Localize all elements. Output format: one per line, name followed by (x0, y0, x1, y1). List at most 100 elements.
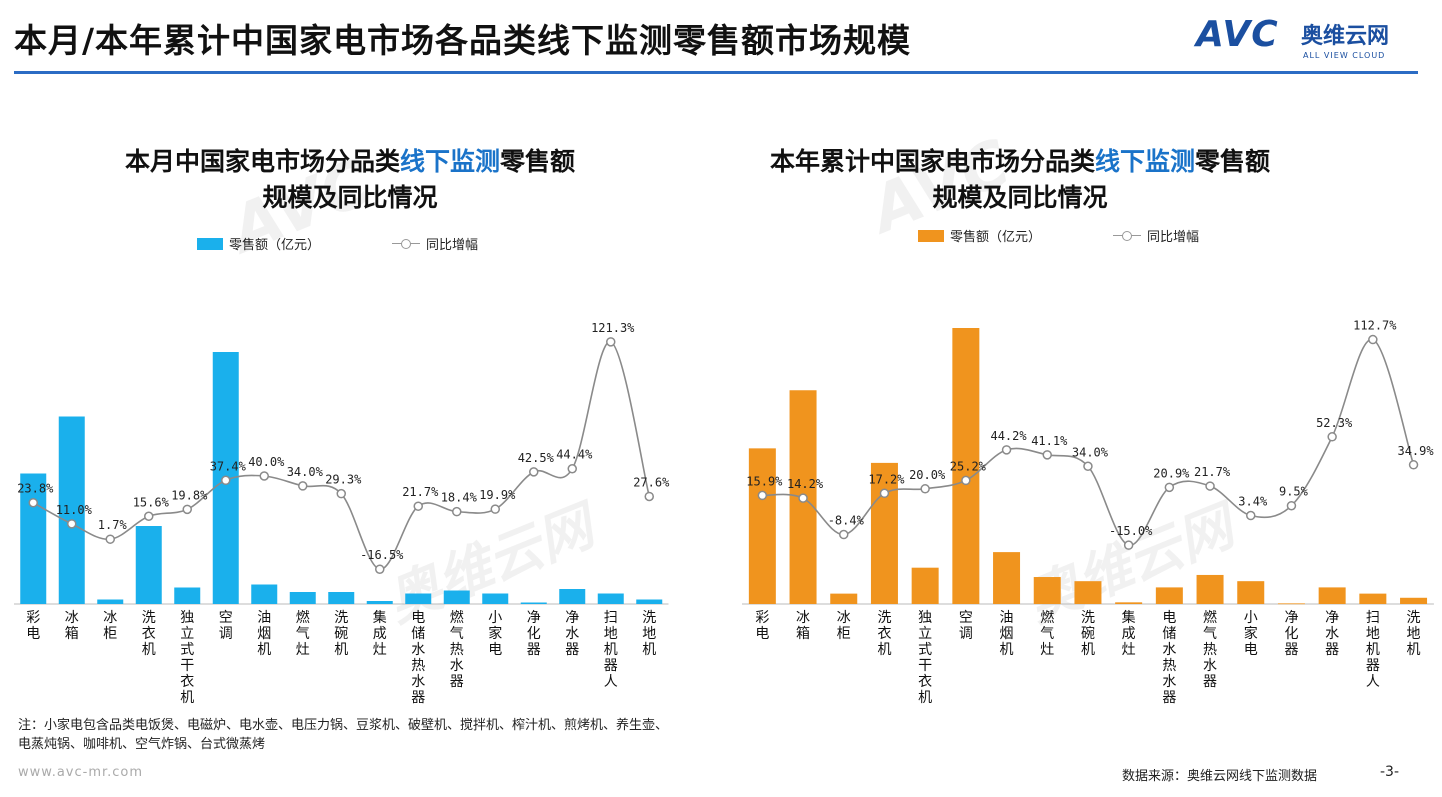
bar (366, 601, 393, 604)
title-part: 零售额 (1195, 147, 1271, 176)
bar (597, 593, 624, 604)
yoy-point (452, 506, 462, 517)
yoy-point (413, 501, 423, 511)
data-label: -15.0% (1109, 524, 1153, 538)
bar (443, 590, 470, 604)
data-label: 19.9% (479, 488, 516, 502)
category-label: 独立式干衣机 (180, 610, 194, 706)
data-label: 34.0% (1072, 445, 1109, 459)
yoy-point (529, 467, 539, 477)
yoy-point (1001, 445, 1012, 455)
logo-cn: 奥维云网 (1301, 24, 1390, 49)
category-label: 空调 (959, 610, 973, 642)
yoy-point (798, 493, 808, 503)
bar (993, 552, 1021, 604)
category-label: 净水器 (565, 610, 579, 658)
data-label: 15.6% (133, 495, 170, 509)
yoy-point (28, 497, 38, 508)
yoy-point (298, 481, 308, 491)
data-label: 41.1% (1031, 434, 1068, 448)
yoy-point (1083, 461, 1093, 472)
logo-en: ALL VIEW CLOUD (1303, 51, 1386, 60)
yoy-point (144, 511, 154, 522)
data-label: 9.5% (1279, 485, 1309, 499)
legend-line-label: 同比增幅 (426, 238, 479, 253)
bar (1318, 587, 1346, 604)
category-label: 冰箱 (65, 610, 79, 642)
category-label: 冰箱 (796, 610, 810, 642)
chart-monthly: 23.8%11.0%1.7%15.6% 19.8%37.4% 40.0%34.0%2… (14, 321, 670, 706)
bar (1359, 593, 1387, 604)
data-label: 23.8% (17, 482, 54, 496)
chart-ytd: 15.9% 14.2% -8.4% 17.2% 20.0% 25.2% 44.2% 41.1%… (742, 319, 1434, 706)
data-label: 15.9% (746, 474, 783, 488)
bar (58, 416, 85, 604)
category-label: 洗地机 (1407, 610, 1421, 658)
bar (405, 593, 432, 604)
yoy-point (606, 337, 616, 347)
bar (174, 587, 201, 604)
data-label: 21.7% (1194, 465, 1231, 479)
title-part: 本月中国家电市场分品类 (124, 147, 400, 176)
yoy-point (567, 463, 577, 474)
data-label: 20.9% (1153, 466, 1190, 480)
yoy-point (1246, 510, 1256, 521)
bar (911, 567, 939, 604)
bar (1277, 603, 1305, 605)
category-label: 集成灶 (1122, 609, 1136, 658)
bar (1237, 581, 1265, 604)
data-label: 20.0% (909, 468, 946, 482)
yoy-point (839, 529, 849, 540)
bar (1155, 587, 1183, 604)
category-label: 扫地机器人 (604, 610, 618, 690)
chart-title-monthly: 本月中国家电市场分品类线下监测零售额 规模及同比情况 (50, 144, 650, 216)
data-label: 18.4% (441, 491, 478, 505)
title-line2: 规模及同比情况 (932, 183, 1108, 212)
header-rule (14, 71, 1418, 74)
bar (748, 448, 776, 604)
bar (1115, 602, 1143, 604)
data-label: 17.2% (868, 472, 905, 486)
data-label: 40.0% (248, 455, 285, 469)
page-title: 本月/本年累计中国家电市场各品类线下监测零售额市场规模 (14, 21, 912, 60)
bar (328, 592, 355, 604)
yoy-point (1368, 334, 1378, 345)
data-label: 14.2% (787, 477, 824, 491)
bar (952, 328, 980, 604)
data-source: 数据来源：奥维云网线下监测数据 (1122, 769, 1318, 784)
data-label: -8.4% (828, 514, 865, 528)
bar (830, 593, 858, 604)
category-label: 集成灶 (373, 609, 387, 658)
bar (520, 602, 547, 604)
yoy-point (490, 504, 500, 514)
category-label: 电储水热水器 (1162, 610, 1176, 706)
category-label: 燃气热水器 (1203, 609, 1217, 690)
category-label: 冰柜 (103, 610, 117, 642)
chart-title-ytd: 本年累计中国家电市场分品类线下监测零售额 规模及同比情况 (720, 144, 1320, 216)
category-label: 彩电 (755, 610, 769, 642)
yoy-point (67, 519, 77, 529)
data-label: 34.0% (287, 465, 324, 479)
yoy-point (757, 490, 768, 501)
yoy-point (105, 534, 115, 544)
category-label: 洗地机 (642, 610, 656, 658)
legend-ytd: 零售额（亿元） 同比增幅 (918, 226, 1199, 245)
yoy-point (920, 484, 930, 494)
category-label: 彩电 (26, 610, 40, 642)
legend-line-label: 同比增幅 (1147, 230, 1200, 245)
yoy-point (1205, 481, 1215, 491)
yoy-point (1123, 540, 1134, 550)
category-label: 燃气热水器 (450, 609, 464, 690)
data-label: 42.5% (518, 451, 555, 465)
legend-line-swatch (1113, 230, 1142, 242)
bar (135, 526, 162, 604)
yoy-point (336, 488, 346, 499)
yoy-point (644, 491, 654, 502)
title-line2: 规模及同比情况 (262, 183, 438, 212)
yoy-point (259, 471, 269, 481)
data-label: 25.2% (950, 459, 987, 473)
yoy-point (1164, 482, 1175, 493)
footnote: 注：小家电包含品类电饭煲、电磁炉、电水壶、电压力锅、豆浆机、破壁机、搅拌机、榨汁… (18, 718, 669, 752)
yoy-point (1286, 500, 1297, 511)
bar (1400, 597, 1428, 604)
